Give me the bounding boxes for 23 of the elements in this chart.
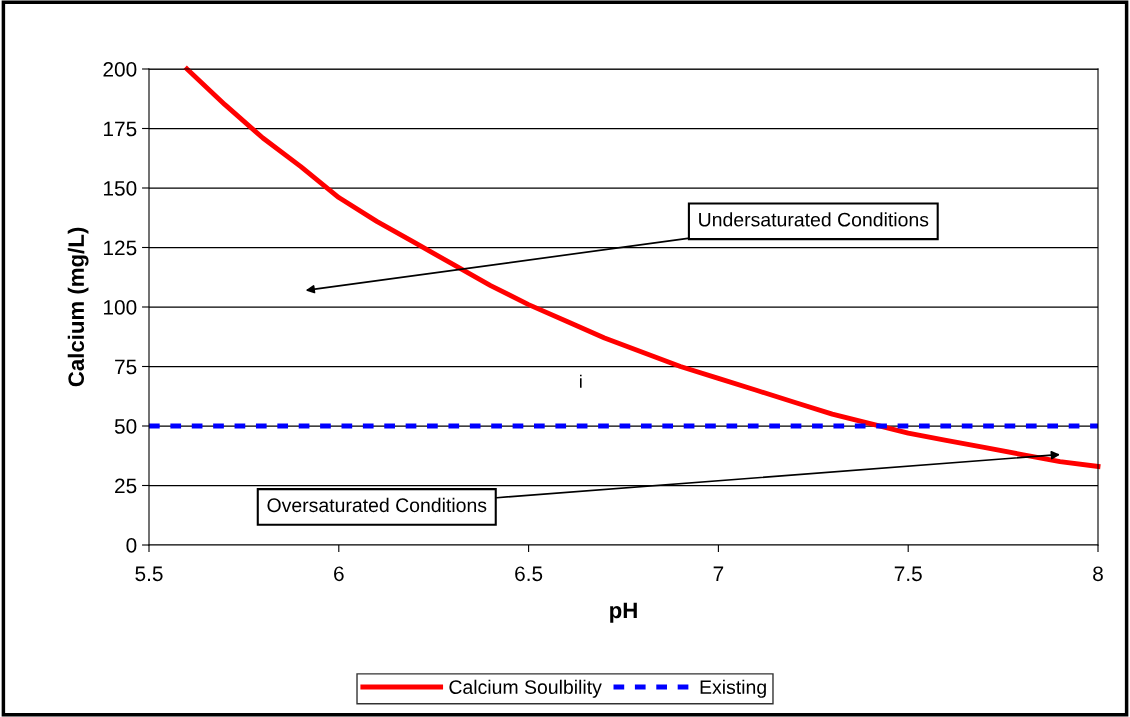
y-tick-label: 175 (104, 121, 137, 137)
x-tick-label: 6 (334, 566, 344, 582)
x-tick-label: 6.5 (515, 566, 543, 582)
line-series (184, 66, 1101, 469)
y-tick-label: 150 (104, 181, 137, 196)
x-tick-label: 8 (1093, 566, 1103, 582)
y-axis-title: Calcium (mg/L) (67, 227, 89, 387)
y-tick-label: 0 (126, 538, 137, 553)
x-axis-title: pH (610, 602, 637, 623)
y-tick-label: 125 (104, 240, 137, 256)
y-tick-label: 50 (114, 419, 137, 434)
annotation: i (580, 374, 582, 388)
y-tick-label: 25 (115, 478, 137, 494)
y-tick-label: 100 (104, 300, 137, 315)
legend-label: Calcium Soulbility (449, 679, 602, 698)
y-tick-label: 75 (115, 359, 137, 375)
y-tick-label: 200 (103, 62, 137, 77)
x-tick-label: 7 (713, 566, 724, 581)
legend-label: Existing (700, 679, 766, 698)
x-tick-label: 5.5 (135, 566, 163, 582)
annotation: Undersaturated Conditions (699, 212, 929, 227)
annotation: Oversaturated Conditions (267, 497, 487, 513)
x-tick-label: 7.5 (894, 566, 922, 582)
